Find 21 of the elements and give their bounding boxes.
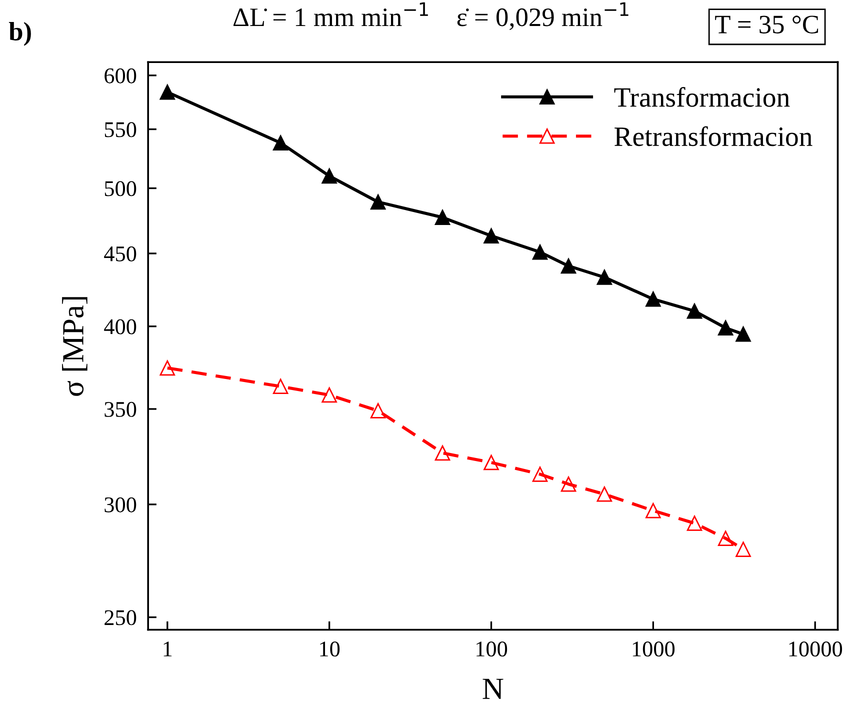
x-tick-label: 1 <box>164 642 172 656</box>
y-tick-label: 600 <box>104 68 136 84</box>
x-tick-label: 10 <box>320 642 340 656</box>
legend-label: Retransformacion <box>614 126 812 146</box>
text: ε̇ = 0,029 min$^{−1}$ <box>457 2 628 30</box>
x-tick-label: 100 <box>476 642 508 656</box>
y-tick-label: 400 <box>104 319 136 334</box>
x-tick-label: 1000 <box>632 642 675 656</box>
text: b) <box>8 22 31 46</box>
y-tick-label: 450 <box>104 246 136 262</box>
y-tick-label: 300 <box>104 497 136 512</box>
y-tick-label: 550 <box>104 122 136 138</box>
legend-label: Transformacion <box>614 87 790 107</box>
x-axis-title: N <box>482 678 504 699</box>
text: T = 35 °C <box>715 16 818 34</box>
y-tick-label: 500 <box>104 181 136 196</box>
text: ΔL̇ = 1 mm min$^{−1}$ <box>233 2 428 26</box>
y-tick-label: 350 <box>104 402 136 417</box>
y-tick-label: 250 <box>104 610 136 626</box>
x-tick-label: 10000 <box>789 642 842 656</box>
y-axis-title: σ [MPa] <box>62 297 88 396</box>
